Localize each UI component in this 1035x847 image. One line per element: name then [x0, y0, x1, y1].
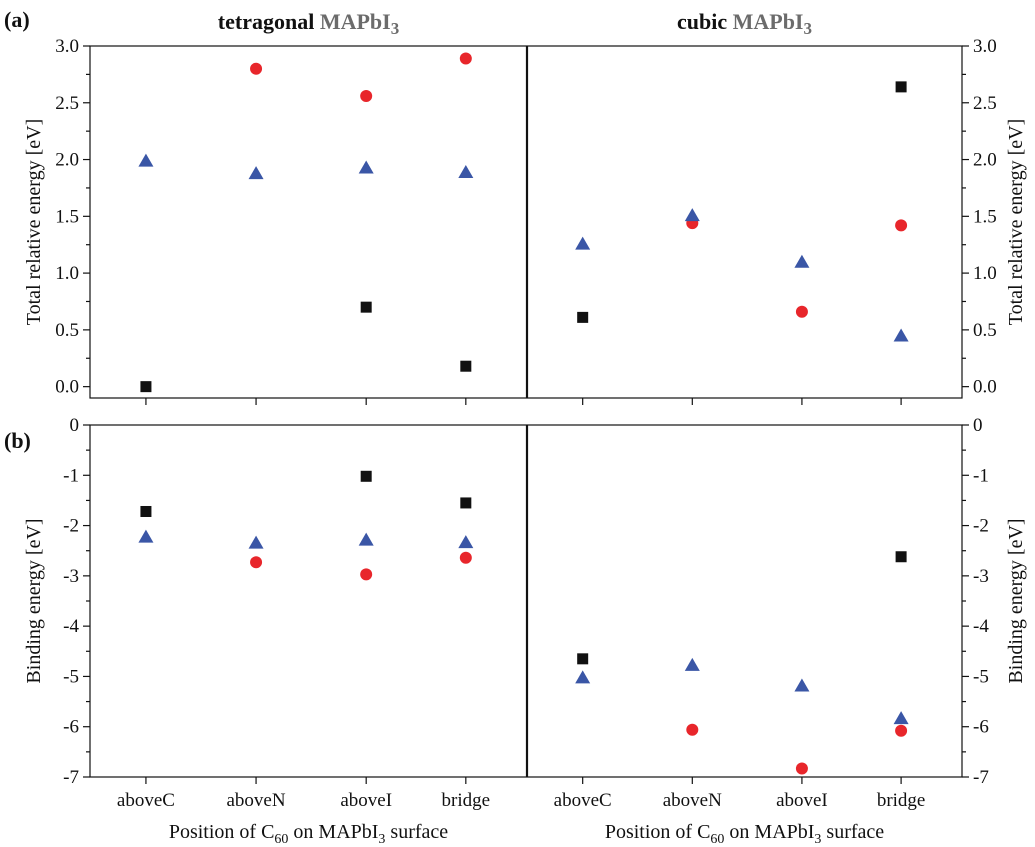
data-point-circle — [459, 52, 472, 65]
ytick-label: 2.5 — [55, 93, 79, 114]
data-point-triangle — [794, 254, 810, 268]
xtick-label: aboveI — [340, 790, 392, 811]
data-point-triangle — [138, 529, 154, 543]
data-point-triangle — [684, 208, 700, 222]
column-title-1: cubic MAPbI3 — [677, 9, 812, 38]
data-point-square — [360, 301, 372, 313]
ytick-label: -2 — [973, 516, 989, 537]
ytick-label: 0 — [973, 415, 983, 436]
ytick-label: 1.5 — [973, 206, 997, 227]
xtick-label: bridge — [442, 790, 491, 811]
xtick-label: aboveC — [117, 790, 175, 811]
data-point-square — [460, 497, 472, 509]
data-point-circle — [250, 556, 263, 569]
data-point-square — [140, 381, 152, 393]
ytick-label: 0.5 — [55, 320, 79, 341]
ytick-label: 2.0 — [973, 150, 997, 171]
ytick-label: 1.0 — [973, 263, 997, 284]
data-point-triangle — [458, 165, 474, 179]
data-point-triangle — [575, 236, 591, 250]
x-axis-label-1: Position of C60 on MAPbI3 surface — [605, 821, 884, 847]
data-point-circle — [795, 762, 808, 775]
data-point-triangle — [458, 535, 474, 549]
ytick-label: -3 — [973, 566, 989, 587]
ytick-label: -6 — [63, 717, 79, 738]
data-point-square — [140, 505, 152, 517]
data-point-circle — [895, 724, 908, 737]
data-point-triangle — [893, 711, 909, 725]
ytick-label: -2 — [63, 516, 79, 537]
xtick-label: aboveN — [663, 790, 722, 811]
ytick-label: -5 — [63, 666, 79, 687]
data-point-triangle — [893, 328, 909, 342]
ytick-label: -1 — [63, 465, 79, 486]
ytick-label: 1.5 — [55, 206, 79, 227]
data-point-triangle — [794, 678, 810, 692]
data-point-triangle — [248, 535, 264, 549]
y-axis-label: Binding energy [eV] — [23, 518, 45, 683]
ytick-label: -5 — [973, 666, 989, 687]
data-point-square — [577, 311, 589, 323]
xtick-label: aboveI — [776, 790, 828, 811]
ytick-label: 0.0 — [973, 377, 997, 398]
ytick-label: -7 — [63, 767, 79, 788]
ytick-label: -3 — [63, 566, 79, 587]
ytick-label: -4 — [973, 616, 989, 637]
ytick-label: 1.0 — [55, 263, 79, 284]
data-point-circle — [895, 219, 908, 232]
data-point-circle — [459, 551, 472, 564]
data-point-circle — [360, 568, 373, 581]
data-point-square — [460, 360, 472, 372]
x-axis-label-0: Position of C60 on MAPbI3 surface — [169, 821, 448, 847]
data-point-triangle — [575, 670, 591, 684]
panel-label-a: (a) — [4, 7, 30, 32]
y-axis-label: Total relative energy [eV] — [1005, 119, 1027, 325]
ytick-label: 0.5 — [973, 320, 997, 341]
ytick-label: -6 — [973, 717, 989, 738]
data-point-triangle — [684, 657, 700, 671]
data-point-triangle — [358, 160, 374, 174]
ytick-label: 0 — [70, 415, 80, 436]
column-title-0: tetragonal MAPbI3 — [218, 9, 399, 38]
xtick-label: aboveC — [554, 790, 612, 811]
data-point-square — [895, 551, 907, 563]
ytick-label: 2.0 — [55, 150, 79, 171]
ytick-label: -1 — [973, 465, 989, 486]
panel-label-b: (b) — [4, 428, 31, 453]
data-point-square — [360, 470, 372, 482]
ytick-label: -7 — [973, 767, 989, 788]
xtick-label: aboveN — [227, 790, 286, 811]
ytick-label: 0.0 — [55, 377, 79, 398]
data-point-square — [577, 653, 589, 665]
data-point-triangle — [248, 166, 264, 180]
data-point-circle — [686, 723, 699, 736]
ytick-label: 3.0 — [55, 36, 79, 57]
y-axis-label: Total relative energy [eV] — [23, 119, 45, 325]
data-point-circle — [795, 305, 808, 318]
data-point-circle — [360, 89, 373, 102]
data-point-square — [895, 81, 907, 93]
y-axis-label: Binding energy [eV] — [1005, 518, 1027, 683]
data-point-circle — [250, 62, 263, 75]
xtick-label: bridge — [877, 790, 926, 811]
data-point-triangle — [358, 532, 374, 546]
data-point-triangle — [138, 153, 154, 167]
ytick-label: 3.0 — [973, 36, 997, 57]
ytick-label: -4 — [63, 616, 79, 637]
ytick-label: 2.5 — [973, 93, 997, 114]
